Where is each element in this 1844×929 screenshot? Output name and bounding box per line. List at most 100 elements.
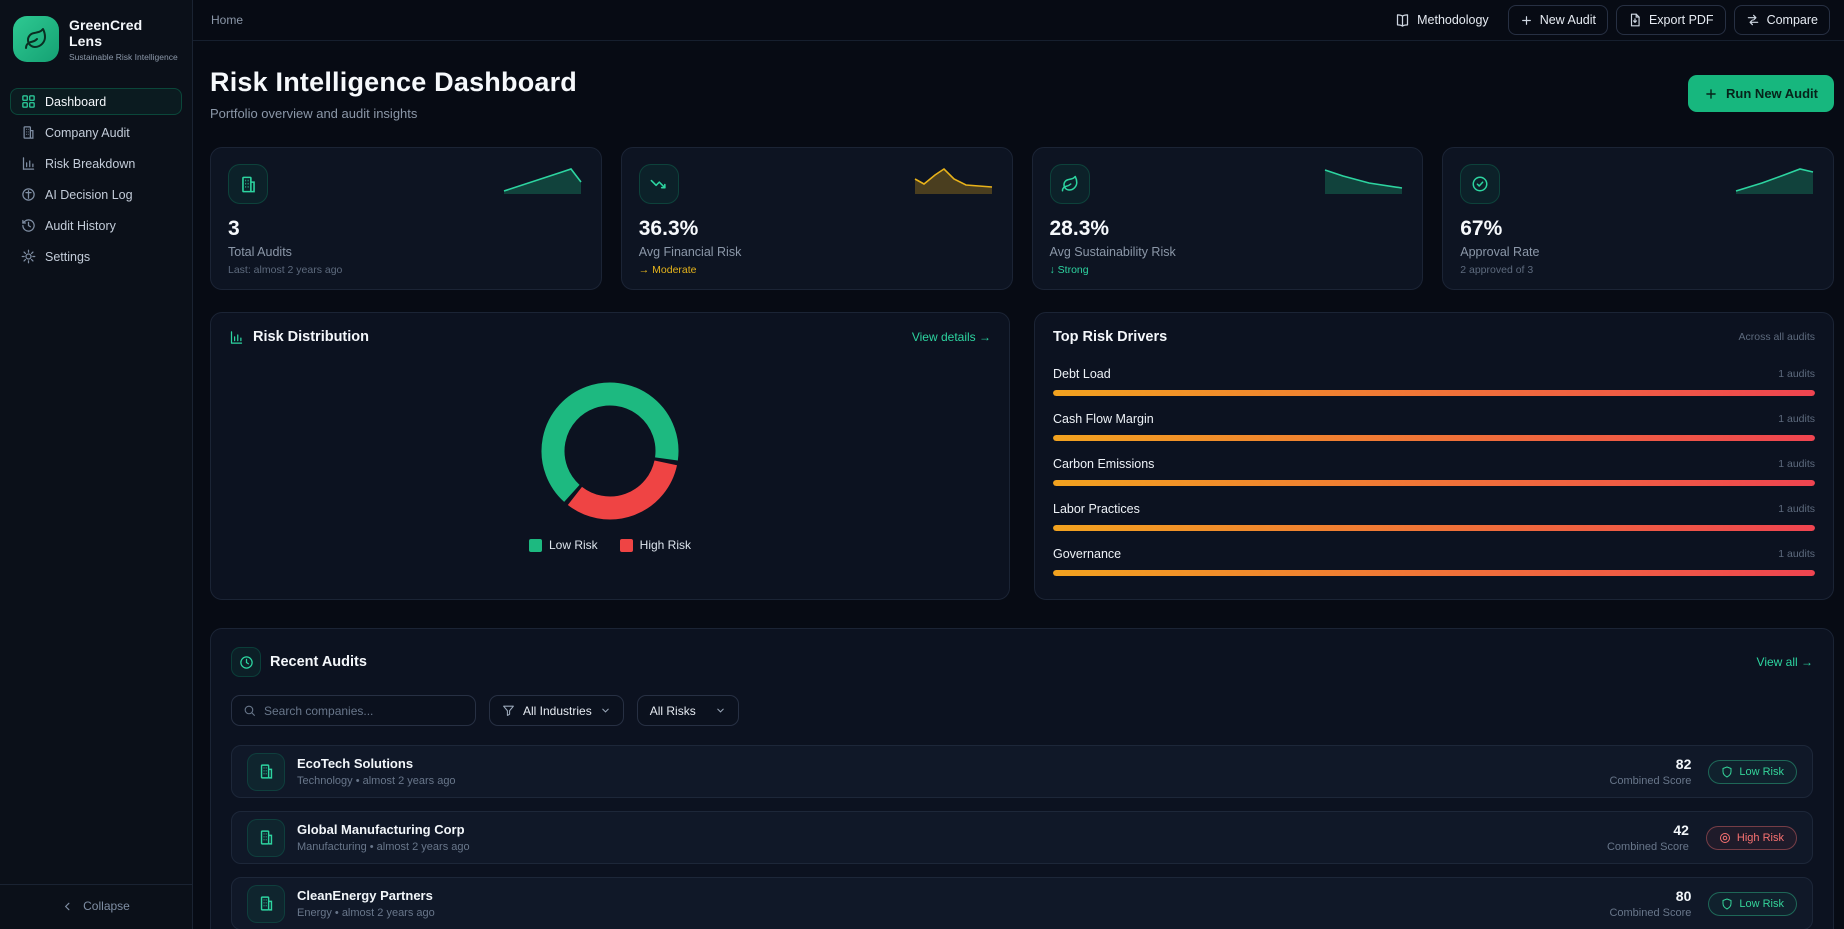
- plus-icon: [1704, 87, 1718, 101]
- sparkline-chart: [503, 168, 582, 194]
- view-all-link[interactable]: View all →: [1756, 655, 1813, 669]
- driver-row: Debt Load 1 audits: [1053, 367, 1815, 396]
- dashboard-content: Risk Intelligence Dashboard Portfolio ov…: [193, 41, 1844, 929]
- audit-row-global-manufacturing-corp[interactable]: Global Manufacturing Corp Manufacturing …: [231, 811, 1813, 864]
- risk-distribution-title: Risk Distribution: [253, 329, 370, 345]
- sidebar: GreenCred Lens Sustainable Risk Intellig…: [0, 0, 193, 929]
- sidebar-item-audit-history[interactable]: Audit History: [10, 212, 182, 239]
- methodology-button[interactable]: Methodology: [1384, 6, 1500, 35]
- history-clock-icon: [21, 218, 36, 233]
- risk-badge-label: High Risk: [1736, 831, 1784, 844]
- top-risk-drivers-panel: Top Risk Drivers Across all audits Debt …: [1034, 312, 1834, 600]
- chevron-down-icon: [715, 705, 726, 716]
- gear-icon: [21, 249, 36, 264]
- driver-row: Governance 1 audits: [1053, 547, 1815, 576]
- leaf-logo-icon: [13, 16, 59, 62]
- sidebar-item-ai-decision-log[interactable]: AI Decision Log: [10, 181, 182, 208]
- industry-filter-label: All Industries: [523, 703, 592, 718]
- top-risk-drivers-title: Top Risk Drivers: [1053, 329, 1168, 345]
- shield-icon: [1721, 898, 1733, 910]
- stat-label: Avg Financial Risk: [638, 245, 742, 259]
- sparkline-chart: [1735, 168, 1814, 194]
- sidebar-item-label: Settings: [45, 249, 91, 264]
- driver-count: 1 audits: [1778, 413, 1815, 425]
- bar-chart-icon: [21, 156, 36, 171]
- stat-label: Total Audits: [228, 245, 292, 259]
- industry-filter-dropdown[interactable]: All Industries: [489, 695, 624, 726]
- stat-subtext: → Moderate: [638, 264, 697, 276]
- risk-filter-label: All Risks: [649, 703, 696, 718]
- audit-row-ecotech-solutions[interactable]: EcoTech Solutions Technology • almost 2 …: [231, 745, 1813, 798]
- run-new-audit-button[interactable]: Run New Audit: [1688, 75, 1834, 112]
- brand: GreenCred Lens Sustainable Risk Intellig…: [0, 0, 192, 80]
- stat-subtext: ↓ Strong: [1049, 264, 1089, 276]
- search-box: [231, 695, 476, 726]
- driver-row: Carbon Emissions 1 audits: [1053, 457, 1815, 486]
- stat-cards: 3 Total Audits Last: almost 2 years ago …: [210, 147, 1834, 290]
- driver-bar: [1053, 390, 1815, 396]
- collapse-label: Collapse: [83, 899, 130, 913]
- driver-bar: [1053, 480, 1815, 486]
- driver-label: Governance: [1053, 547, 1122, 561]
- funnel-icon: [502, 704, 515, 717]
- combined-score-value: 82: [1675, 756, 1692, 772]
- recent-audits-panel: Recent Audits View all → All Industries: [210, 628, 1834, 929]
- stat-subtext: Last: almost 2 years ago: [228, 264, 343, 276]
- view-details-link[interactable]: View details →: [911, 330, 991, 344]
- sidebar-item-risk-breakdown[interactable]: Risk Breakdown: [10, 150, 182, 177]
- stat-value: 3: [228, 217, 240, 240]
- risk-badge-low: Low Risk: [1708, 759, 1797, 784]
- driver-bar: [1053, 525, 1815, 531]
- sparkline-chart: [914, 167, 992, 194]
- audit-row-cleanenergy-partners[interactable]: CleanEnergy Partners Energy • almost 2 y…: [231, 877, 1813, 929]
- sidebar-item-dashboard[interactable]: Dashboard: [10, 88, 182, 115]
- collapse-button[interactable]: Collapse: [0, 899, 192, 913]
- stat-card-avg-financial-risk: 36.3% Avg Financial Risk → Moderate: [620, 147, 1013, 290]
- company-name: CleanEnergy Partners: [297, 888, 433, 903]
- recent-audits-title: Recent Audits: [270, 654, 367, 670]
- risk-distribution-panel: Risk Distribution View details → Low Ris…: [210, 312, 1010, 600]
- chevron-down-icon: [600, 705, 611, 716]
- company-meta: Technology • almost 2 years ago: [297, 775, 456, 787]
- search-companies-input[interactable]: [264, 703, 464, 718]
- driver-row: Cash Flow Margin 1 audits: [1053, 412, 1815, 441]
- driver-label: Carbon Emissions: [1053, 457, 1155, 471]
- alert-target-icon: [1719, 832, 1731, 844]
- building-icon: [228, 164, 268, 204]
- new-audit-label: New Audit: [1539, 13, 1596, 27]
- app-tagline: Sustainable Risk Intelligence: [69, 51, 178, 62]
- stat-subtext: 2 approved of 3: [1460, 264, 1534, 276]
- stat-value: 67%: [1460, 217, 1503, 240]
- combined-score-label: Combined Score: [1609, 775, 1692, 787]
- topbar: Home Methodology New Audit Export PDF Co…: [193, 0, 1844, 41]
- bar-chart-icon: [229, 330, 244, 345]
- risk-badge-label: Low Risk: [1739, 765, 1784, 778]
- risk-donut-chart: [541, 382, 679, 520]
- sidebar-item-company-audit[interactable]: Company Audit: [10, 119, 182, 146]
- book-icon: [1395, 13, 1410, 28]
- page-title: Risk Intelligence Dashboard: [210, 67, 577, 97]
- export-pdf-button[interactable]: Export PDF: [1615, 5, 1726, 35]
- building-icon: [247, 752, 285, 791]
- high-risk-swatch: [619, 538, 633, 552]
- trending-down-icon: [638, 164, 679, 204]
- combined-score-label: Combined Score: [1606, 841, 1689, 853]
- leaf-icon: [1049, 164, 1090, 204]
- building-icon: [21, 125, 36, 140]
- top-risk-drivers-subtitle: Across all audits: [1738, 331, 1815, 343]
- sidebar-item-label: Dashboard: [45, 94, 107, 109]
- stat-card-approval-rate: 67% Approval Rate 2 approved of 3: [1442, 147, 1834, 290]
- sidebar-item-label: Audit History: [45, 218, 116, 233]
- new-audit-button[interactable]: New Audit: [1507, 5, 1608, 35]
- driver-row: Labor Practices 1 audits: [1053, 502, 1815, 531]
- combined-score-value: 80: [1675, 888, 1692, 904]
- main-area: Home Methodology New Audit Export PDF Co…: [193, 0, 1844, 929]
- risk-filter-select[interactable]: All Risks: [636, 695, 739, 726]
- sidebar-nav: Dashboard Company Audit Risk Breakdown A…: [0, 80, 192, 278]
- sidebar-item-settings[interactable]: Settings: [10, 243, 182, 270]
- compare-button[interactable]: Compare: [1733, 5, 1830, 35]
- breadcrumb[interactable]: Home: [211, 13, 244, 27]
- chevron-left-icon: [62, 901, 73, 912]
- legend-item-low-risk: Low Risk: [528, 538, 598, 552]
- company-name: EcoTech Solutions: [297, 756, 414, 771]
